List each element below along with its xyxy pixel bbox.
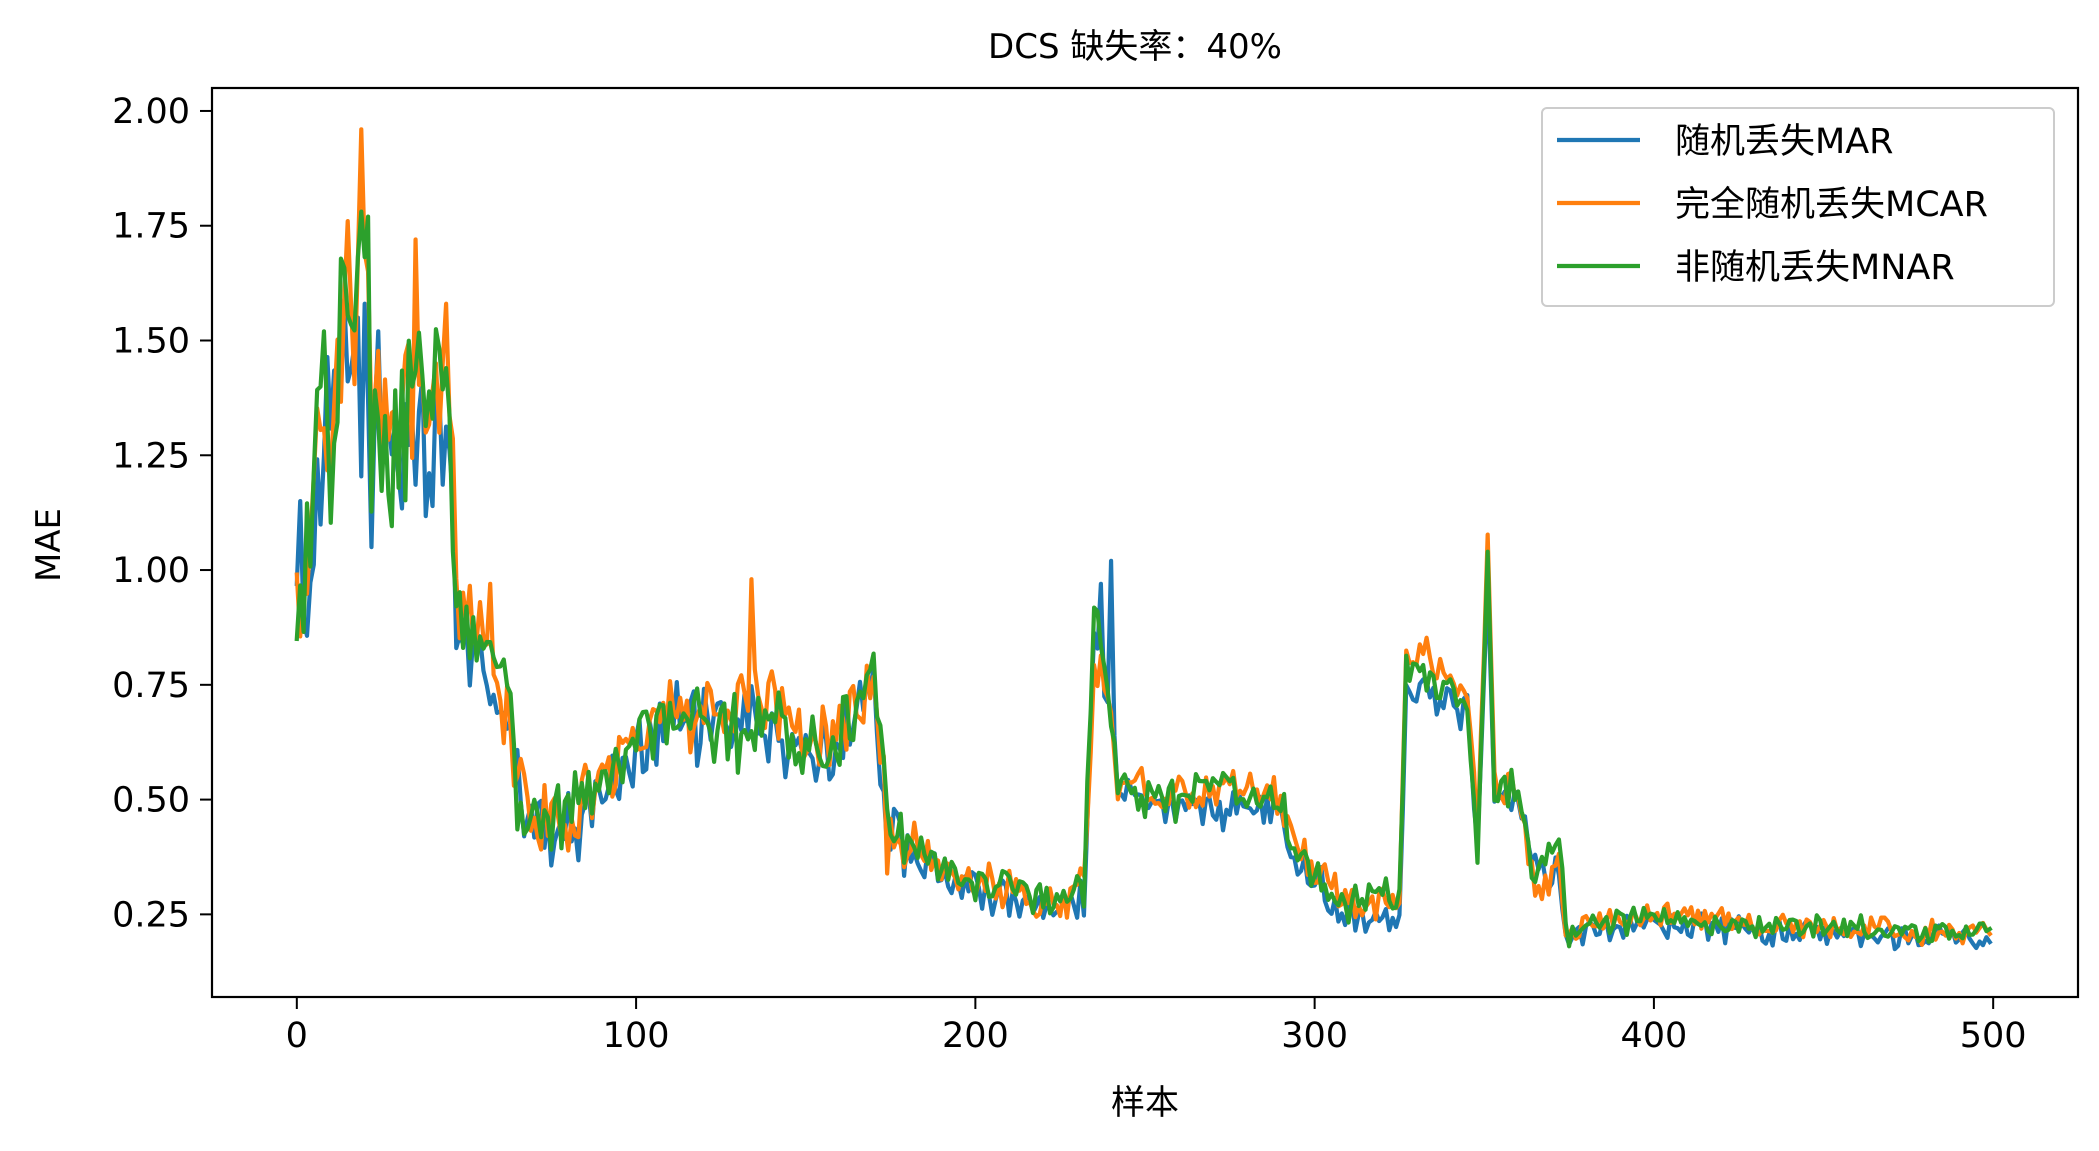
legend-box [1541,107,2055,307]
y-tick-label: 1.75 [112,207,190,247]
y-axis-label: MAE [29,508,69,582]
series-line-3 [294,209,1993,949]
y-tick-label: 0.75 [112,666,190,706]
x-tick-label: 400 [1621,1016,1688,1056]
y-tick-label: 2.00 [112,92,190,132]
y-axis: 0.25 0.50 0.75 1.00 1.25 1.50 1.75 2.00 [112,92,212,935]
plot-area-frame [210,86,2080,999]
y-tick-label: 1.50 [112,322,190,362]
x-tick-label: 100 [603,1016,670,1056]
x-axis: 0 100 200 300 400 500 [286,997,2027,1056]
series-layer [294,127,1993,952]
legend-label: 非随机丢失MNAR [1675,248,1955,288]
x-tick-label: 0 [286,1016,308,1056]
x-tick-label: 200 [942,1016,1009,1056]
legend-label: 随机丢失MAR [1675,122,1893,162]
y-tick-label: 0.25 [112,895,190,935]
y-tick-label: 0.50 [112,781,190,821]
chart-title: DCS 缺失率：40% [988,27,1282,67]
legend: 随机丢失MAR 完全随机丢失MCAR 非随机丢失MNAR [1541,107,2055,307]
series-line-2 [294,127,1993,947]
x-axis-label: 样本 [1111,1083,1179,1123]
x-tick-label: 300 [1281,1016,1348,1056]
y-tick-label: 1.25 [112,436,190,476]
x-tick-label: 500 [1960,1016,2027,1056]
y-tick-label: 1.00 [112,551,190,591]
legend-label: 完全随机丢失MCAR [1675,185,1988,225]
